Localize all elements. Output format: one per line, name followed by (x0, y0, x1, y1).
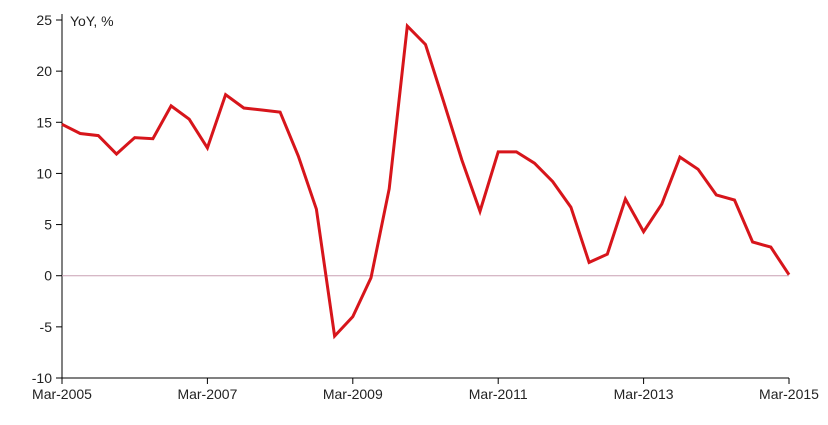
x-tick-label: Mar-2009 (323, 386, 383, 402)
y-tick-label: 15 (36, 114, 52, 130)
y-tick-label: 20 (36, 63, 52, 79)
x-tick-label: Mar-2007 (177, 386, 237, 402)
y-tick-label: -10 (32, 370, 52, 386)
x-tick-label: Mar-2011 (469, 386, 528, 402)
plot-area (61, 22, 791, 340)
y-tick-label: -5 (40, 319, 53, 335)
y-tick-label: 10 (36, 165, 52, 181)
y-tick-label: 0 (44, 268, 52, 284)
x-tick-label: Mar-2013 (614, 386, 674, 402)
series-line (61, 22, 791, 340)
y-tick-label: 5 (44, 217, 52, 233)
y-axis-title: YoY, % (70, 13, 114, 29)
axes: -10 -5 0 5 10 15 20 25 Mar-2005 Mar-2007 Mar-2009 M… (32, 12, 819, 402)
y-tick-label: 25 (36, 12, 52, 28)
x-tick-label: Mar-2015 (759, 386, 819, 402)
x-tick-label: Mar-2005 (32, 386, 92, 402)
